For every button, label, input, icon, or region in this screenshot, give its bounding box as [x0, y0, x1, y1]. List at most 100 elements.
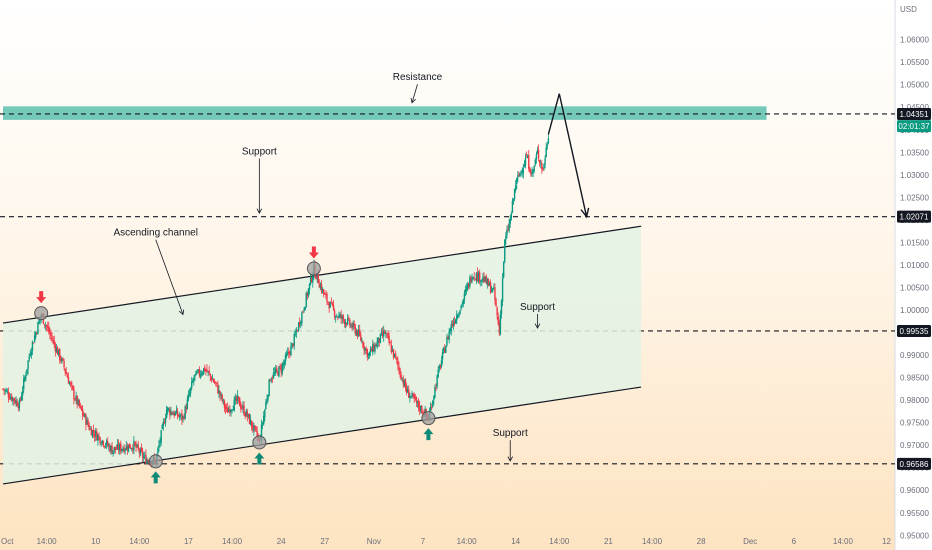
candle-up — [55, 347, 58, 353]
candle-down — [528, 155, 530, 169]
candle-up — [293, 334, 295, 346]
candle-up — [303, 309, 305, 311]
candle-up — [265, 402, 267, 410]
candle-up — [517, 175, 519, 178]
candle-down — [219, 391, 221, 396]
candle-down — [430, 407, 433, 409]
candle-down — [235, 396, 238, 401]
candle-down — [476, 272, 479, 281]
candle-up — [308, 283, 311, 290]
touch-point-1 — [306, 261, 321, 276]
candle-down — [470, 277, 472, 283]
candle-up — [401, 378, 403, 380]
candle-up — [369, 348, 372, 352]
candle-up — [26, 369, 28, 374]
candle-down — [397, 360, 399, 366]
candle-down — [389, 342, 391, 344]
candle-down — [213, 381, 216, 384]
candle-up — [523, 164, 526, 168]
candle-down — [63, 360, 65, 368]
candle-up — [193, 377, 195, 381]
candle-up — [305, 293, 307, 307]
candle-down — [43, 324, 46, 326]
candle-down — [16, 401, 18, 407]
candle-down — [64, 368, 66, 373]
candle-up — [263, 415, 265, 425]
candle-down — [71, 382, 73, 386]
candle-up — [438, 366, 441, 369]
candle-up — [18, 400, 21, 409]
candle-up — [165, 409, 168, 418]
candle-up — [452, 322, 455, 327]
candle-up — [108, 445, 110, 447]
x-tick-label: 14:00 — [642, 537, 663, 546]
candle-up — [520, 170, 522, 173]
price-badge-label-1: 02:01:37 — [898, 122, 930, 131]
candle-up — [486, 279, 489, 285]
candle-up — [110, 445, 112, 452]
candle-up — [406, 388, 409, 393]
x-tick-label: 12 — [882, 537, 891, 546]
candle-down — [60, 358, 62, 362]
candle-down — [354, 326, 357, 335]
candle-up — [355, 331, 358, 335]
candle-down — [237, 396, 240, 399]
x-tick-label: 27 — [320, 537, 329, 546]
candle-down — [32, 343, 35, 344]
candle-down — [279, 366, 281, 367]
candle-up — [220, 394, 222, 395]
candle-down — [109, 445, 111, 452]
candle-up — [261, 423, 264, 425]
candle-up — [95, 431, 97, 437]
y-tick-label: 1.00500 — [900, 283, 929, 292]
candle-up — [245, 410, 247, 417]
candle-up — [281, 364, 283, 374]
price-badge-label-2: 1.02071 — [900, 213, 929, 222]
candle-up — [464, 289, 467, 292]
candle-up — [136, 444, 138, 447]
candle-up — [295, 331, 298, 333]
candle-down — [223, 400, 226, 408]
y-tick-label: 1.03000 — [900, 171, 929, 180]
candle-down — [444, 348, 446, 353]
arrow-up-4 — [423, 428, 434, 441]
candle-up — [143, 456, 145, 459]
candle-up — [533, 165, 535, 172]
candle-up — [309, 276, 312, 285]
candle-up — [449, 329, 451, 332]
candle-down — [276, 367, 278, 371]
candle-down — [88, 425, 90, 430]
candle-down — [422, 412, 424, 414]
candle-up — [535, 154, 538, 160]
candle-up — [338, 314, 340, 318]
candle-up — [319, 284, 322, 289]
x-tick-label: 21 — [604, 537, 613, 546]
candle-up — [448, 331, 450, 341]
candle-up — [201, 373, 204, 375]
candle-up — [228, 409, 230, 412]
candle-up — [300, 321, 302, 325]
touch-point-0 — [34, 306, 49, 321]
candle-down — [137, 445, 139, 449]
candle-down — [141, 450, 144, 458]
candle-up — [357, 330, 360, 337]
candle-up — [294, 333, 297, 335]
candle-down — [537, 149, 540, 159]
candle-up — [367, 353, 370, 357]
candle-up — [339, 314, 341, 316]
candle-up — [290, 345, 292, 356]
candle-down — [62, 358, 64, 361]
candle-up — [119, 444, 121, 451]
candle-down — [414, 397, 417, 399]
candle-up — [112, 450, 114, 455]
candle-up — [28, 356, 30, 360]
candle-up — [268, 379, 270, 396]
candle-up — [189, 387, 192, 394]
candle-up — [57, 349, 60, 355]
candle-down — [229, 409, 231, 413]
candle-up — [203, 368, 205, 374]
candle-up — [184, 406, 186, 419]
candle-up — [434, 386, 436, 398]
candle-down — [204, 367, 206, 371]
candle-down — [255, 426, 257, 431]
